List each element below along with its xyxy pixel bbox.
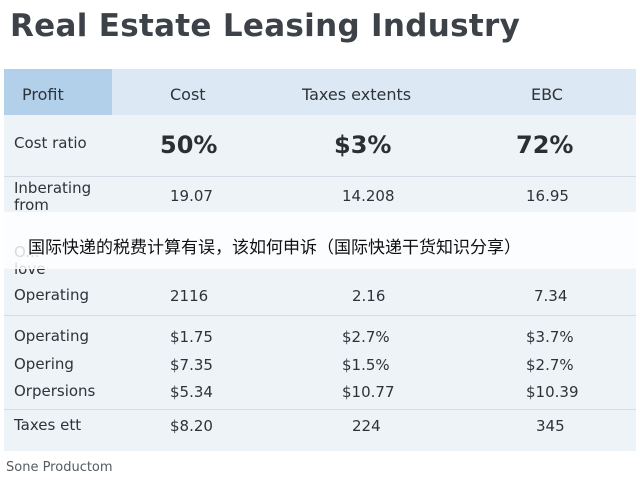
cell-value: 7.34 [534,287,568,305]
table-row: Opering $7.35 $1.5% $2.7% [4,350,636,378]
row-label: Operating [14,286,89,304]
row-label: Taxes ett [14,416,82,434]
cell-value: $3% [334,131,392,159]
cell-value: 224 [352,417,381,435]
cell-value: $2.7% [526,356,574,374]
overlay-caption-text: 国际快递的税费计算有误，该如何申诉（国际快递干货知识分享） [28,238,521,258]
table-row: Orpersions $5.34 $10.77 $10.39 [4,378,636,410]
row-label: Opering [14,355,74,373]
cell-value: $2.7% [342,328,390,346]
cell-value: $10.39 [526,383,579,401]
row-divider [4,409,636,410]
table-row: Taxes ett $8.20 224 345 [4,410,636,451]
table-header-row: Profit Cost Taxes extents EBC [4,69,636,115]
table-row: Operating $1.75 $2.7% $3.7% [4,316,636,350]
cell-value: 19.07 [170,187,213,205]
cell-value: 72% [516,131,574,159]
cell-value: 50% [160,131,218,159]
cell-value: $10.77 [342,383,395,401]
row-label: Operating [14,327,89,345]
cell-value: $8.20 [170,417,213,435]
row-label: Inberating from [14,179,92,214]
header-cell-profit: Profit [22,85,64,104]
cell-value: 345 [536,417,565,435]
table-row: Operating 2116 2.16 7.34 [4,269,636,316]
row-divider [4,315,636,316]
table-row: Inberating from 19.07 14.208 16.95 [4,177,636,223]
page-title: Real Estate Leasing Industry [10,8,521,44]
header-cell-profit-bg [4,69,112,115]
cell-value: 2116 [170,287,209,305]
cell-value: $5.34 [170,383,213,401]
cell-value: $3.7% [526,328,574,346]
header-cell-taxes-extents: Taxes extents [302,85,412,104]
cell-value: 2.16 [352,287,386,305]
cell-value: $7.35 [170,356,213,374]
header-cell-ebc: EBC [531,85,563,104]
cell-value: $1.75 [170,328,213,346]
row-label: Cost ratio [14,134,87,152]
header-cell-cost: Cost [170,85,206,104]
caption-overlay: 国际快递的税费计算有误，该如何申诉（国际快递干货知识分享） [0,212,640,269]
row-divider [4,176,636,177]
footer-source: Sone Productom [6,460,113,475]
row-label: Orpersions [14,382,96,400]
cell-value: 16.95 [526,187,569,205]
cell-value: $1.5% [342,356,390,374]
table-row: Cost ratio 50% $3% 72% [4,115,636,177]
cell-value: 14.208 [342,187,395,205]
